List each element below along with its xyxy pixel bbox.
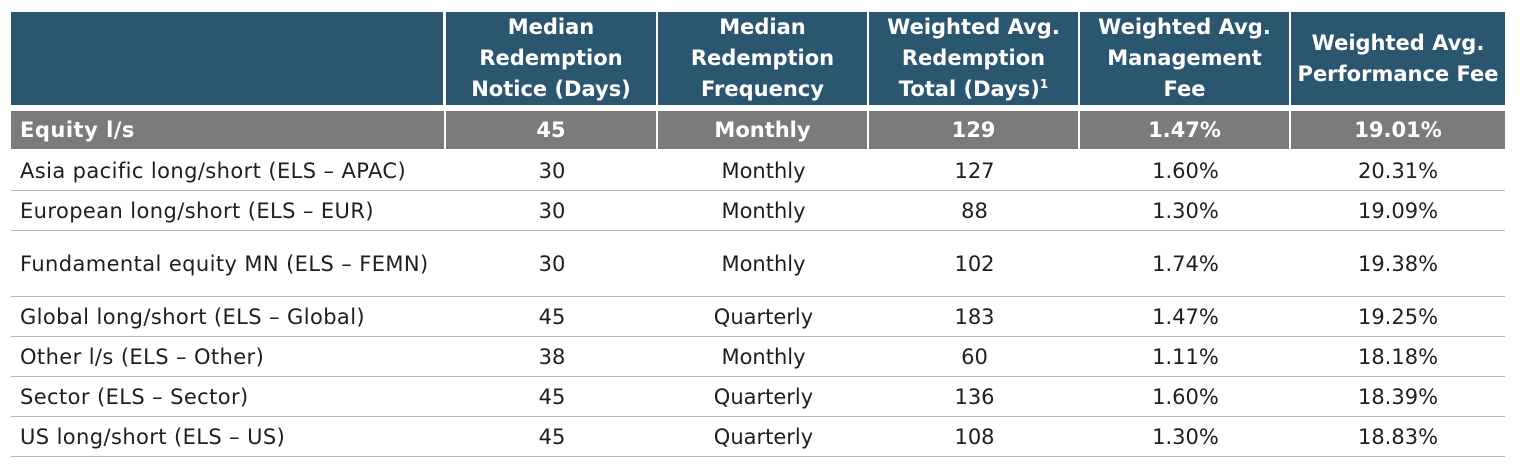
footnote-marker: 1 [1039,77,1049,91]
perf-fee-cell: 20.31% [1291,151,1505,191]
total-cell: 183 [869,297,1080,337]
header-redemption-total-label: Weighted Avg. Redemption Total (Days) [887,15,1060,101]
frequency-cell: Monthly [658,231,869,297]
mgmt-fee-cell: 1.60% [1080,151,1291,191]
total-cell: 136 [869,377,1080,417]
perf-fee-cell: 19.09% [1291,191,1505,231]
header-strategy [11,12,446,111]
mgmt-fee-cell: 1.47% [1080,297,1291,337]
header-redemption-frequency: Median Redemption Frequency [658,12,869,111]
frequency-cell: Monthly [658,151,869,191]
total-cell: 102 [869,231,1080,297]
mgmt-fee-cell: 1.74% [1080,231,1291,297]
fund-terms-table-container: Median Redemption Notice (Days) Median R… [11,12,1505,457]
notice-cell: 45 [446,417,658,457]
notice-cell: 30 [446,191,658,231]
group-notice: 45 [446,111,658,151]
header-redemption-notice: Median Redemption Notice (Days) [446,12,658,111]
perf-fee-cell: 18.83% [1291,417,1505,457]
table-row: Fundamental equity MN (ELS – FEMN) 30 Mo… [11,231,1505,297]
table-row: European long/short (ELS – EUR) 30 Month… [11,191,1505,231]
table-row: Sector (ELS – Sector) 45 Quarterly 136 1… [11,377,1505,417]
strategy-cell: Fundamental equity MN (ELS – FEMN) [11,231,446,297]
strategy-cell: Sector (ELS – Sector) [11,377,446,417]
mgmt-fee-cell: 1.60% [1080,377,1291,417]
perf-fee-cell: 18.18% [1291,337,1505,377]
mgmt-fee-cell: 1.30% [1080,417,1291,457]
table-row: Other l/s (ELS – Other) 38 Monthly 60 1.… [11,337,1505,377]
total-cell: 108 [869,417,1080,457]
total-cell: 88 [869,191,1080,231]
fund-terms-table: Median Redemption Notice (Days) Median R… [11,12,1505,457]
notice-cell: 45 [446,297,658,337]
mgmt-fee-cell: 1.30% [1080,191,1291,231]
group-perf-fee: 19.01% [1291,111,1505,151]
frequency-cell: Monthly [658,337,869,377]
header-row: Median Redemption Notice (Days) Median R… [11,12,1505,111]
group-row-equity-ls: Equity l/s 45 Monthly 129 1.47% 19.01% [11,111,1505,151]
strategy-cell: Other l/s (ELS – Other) [11,337,446,377]
notice-cell: 45 [446,377,658,417]
strategy-cell: Global long/short (ELS – Global) [11,297,446,337]
header-performance-fee: Weighted Avg. Performance Fee [1291,12,1505,111]
table-row: Asia pacific long/short (ELS – APAC) 30 … [11,151,1505,191]
perf-fee-cell: 19.38% [1291,231,1505,297]
frequency-cell: Quarterly [658,377,869,417]
notice-cell: 38 [446,337,658,377]
total-cell: 60 [869,337,1080,377]
table-row: Global long/short (ELS – Global) 45 Quar… [11,297,1505,337]
header-management-fee: Weighted Avg. Management Fee [1080,12,1291,111]
group-mgmt-fee: 1.47% [1080,111,1291,151]
frequency-cell: Quarterly [658,417,869,457]
group-frequency: Monthly [658,111,869,151]
frequency-cell: Monthly [658,191,869,231]
table-row: US long/short (ELS – US) 45 Quarterly 10… [11,417,1505,457]
strategy-cell: Asia pacific long/short (ELS – APAC) [11,151,446,191]
notice-cell: 30 [446,151,658,191]
perf-fee-cell: 19.25% [1291,297,1505,337]
frequency-cell: Quarterly [658,297,869,337]
header-redemption-total: Weighted Avg. Redemption Total (Days)1 [869,12,1080,111]
group-label: Equity l/s [11,111,446,151]
notice-cell: 30 [446,231,658,297]
group-total: 129 [869,111,1080,151]
perf-fee-cell: 18.39% [1291,377,1505,417]
strategy-cell: US long/short (ELS – US) [11,417,446,457]
mgmt-fee-cell: 1.11% [1080,337,1291,377]
total-cell: 127 [869,151,1080,191]
strategy-cell: European long/short (ELS – EUR) [11,191,446,231]
